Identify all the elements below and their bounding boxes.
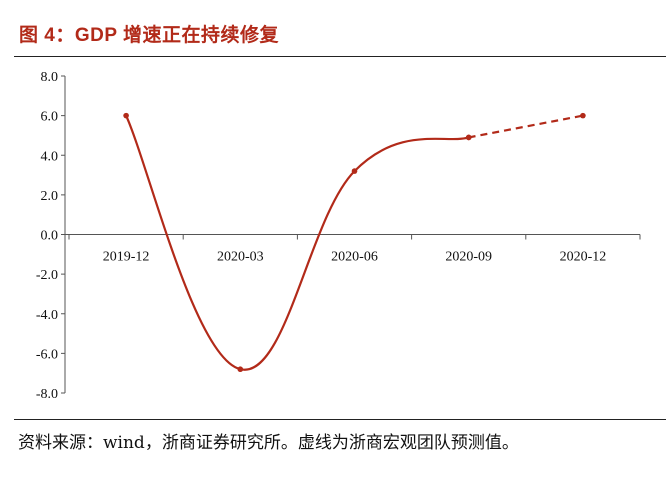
data-point [466, 135, 472, 141]
y-tick-label: -6.0 [36, 347, 58, 362]
forecast-line [469, 116, 583, 138]
y-tick-label: -4.0 [36, 308, 58, 323]
y-tick-label: -2.0 [36, 268, 58, 283]
data-point [352, 168, 358, 174]
axes [61, 76, 640, 393]
y-tick-label: 2.0 [41, 189, 59, 204]
x-tick-label: 2020-09 [445, 250, 492, 265]
y-tick-label: -8.0 [36, 387, 58, 402]
y-tick-label: 4.0 [41, 149, 59, 164]
bottom-rule [14, 419, 666, 420]
actual-line [126, 116, 469, 370]
tick-labels: 8.0 6.0 4.0 2.0 0.0 -2.0 -4.0 -6.0 -8.0 2019-12 20… [36, 70, 606, 402]
x-tick-label: 2020-03 [217, 250, 264, 265]
x-tick-label: 2020-06 [331, 250, 378, 265]
y-tick-label: 6.0 [41, 110, 59, 125]
x-tick-label: 2020-12 [560, 250, 607, 265]
data-points [123, 113, 585, 372]
data-point [580, 113, 586, 119]
data-point [238, 366, 244, 372]
x-tick-label: 2019-12 [103, 250, 150, 265]
data-point [123, 113, 129, 119]
source-note: 资料来源：wind，浙商证券研究所。虚线为浙商宏观团队预测值。 [18, 428, 519, 453]
series-lines [126, 116, 583, 370]
y-tick-label: 0.0 [41, 229, 59, 244]
y-tick-label: 8.0 [41, 70, 59, 85]
